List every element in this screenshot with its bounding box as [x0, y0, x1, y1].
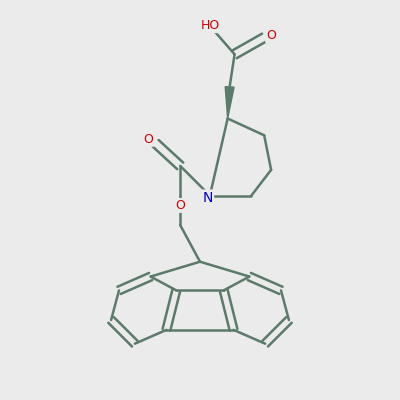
Text: O: O — [175, 199, 185, 212]
Polygon shape — [225, 87, 234, 118]
Text: HO: HO — [200, 19, 220, 32]
Text: O: O — [266, 29, 276, 42]
Text: O: O — [144, 133, 154, 146]
Text: N: N — [203, 190, 213, 204]
